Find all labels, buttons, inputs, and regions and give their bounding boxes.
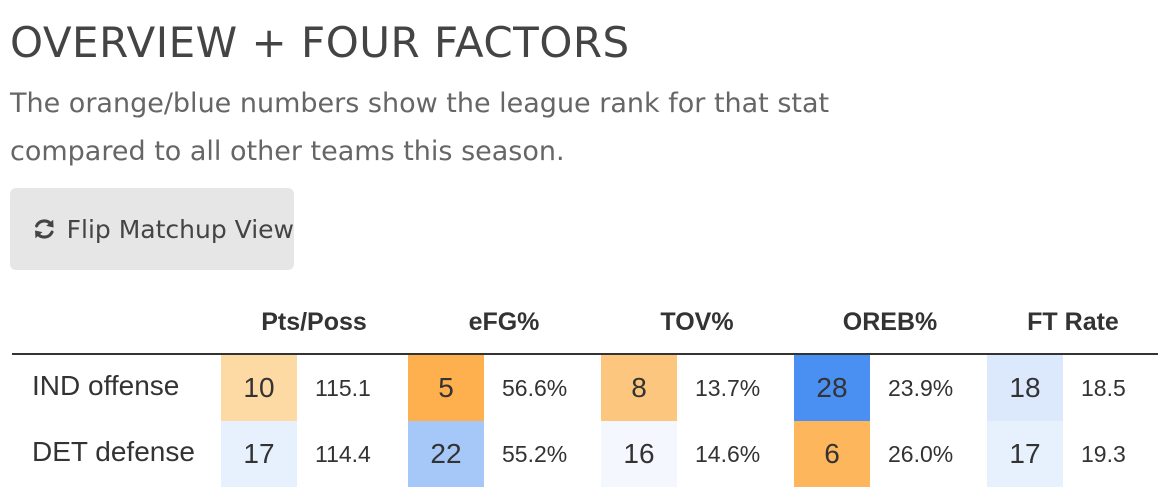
value-cell: 26.0% (888, 440, 954, 467)
page-subtitle: The orange/blue numbers show the league … (10, 88, 830, 167)
rank-cell: 22 (408, 421, 484, 487)
rank-cell: 17 (987, 421, 1063, 487)
value-cell: 18.5 (1081, 374, 1126, 401)
rank-cell: 5 (408, 355, 484, 421)
value-cell: 114.4 (315, 440, 371, 467)
column-header: FT Rate (1027, 308, 1119, 336)
rank-cell: 8 (601, 355, 677, 421)
row-label: IND offense (32, 370, 180, 401)
rank-cell: 6 (794, 421, 870, 487)
column-header: Pts/Poss (261, 308, 367, 336)
rank-cell: 10 (221, 355, 297, 421)
value-cell: 115.1 (315, 374, 371, 401)
column-header: OREB% (842, 308, 938, 336)
refresh-icon (35, 219, 54, 239)
rank-cell: 18 (987, 355, 1063, 421)
rank-cell: 28 (794, 355, 870, 421)
value-cell: 23.9% (888, 374, 954, 401)
value-cell: 13.7% (695, 374, 761, 401)
rank-cell: 17 (221, 421, 297, 487)
value-cell: 14.6% (695, 440, 761, 467)
value-cell: 19.3 (1081, 440, 1126, 467)
header-divider (12, 353, 1158, 355)
value-cell: 55.2% (502, 440, 568, 467)
page-title: OVERVIEW + FOUR FACTORS (10, 18, 630, 67)
column-header: TOV% (660, 308, 734, 336)
flip-matchup-button[interactable]: Flip Matchup View (10, 188, 294, 270)
flip-matchup-label: Flip Matchup View (66, 214, 294, 244)
value-cell: 56.6% (502, 374, 568, 401)
row-label: DET defense (32, 436, 195, 467)
rank-cell: 16 (601, 421, 677, 487)
column-header: eFG% (468, 308, 540, 336)
